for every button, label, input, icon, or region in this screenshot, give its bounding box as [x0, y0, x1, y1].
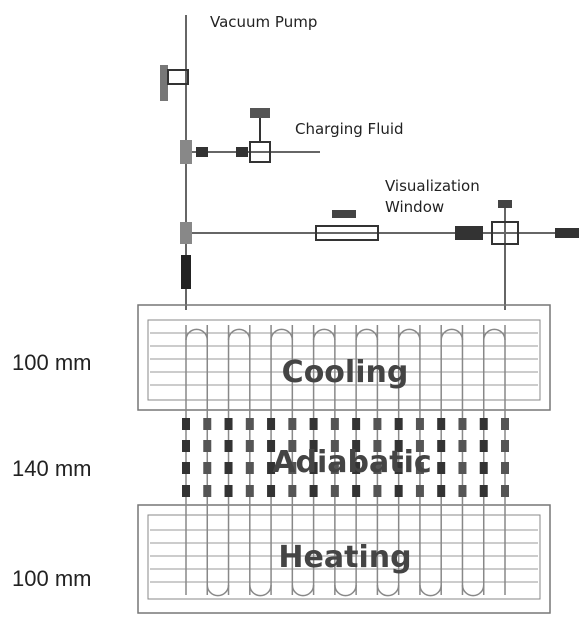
tube-part: [224, 462, 233, 474]
tube-part: [182, 440, 190, 452]
tube-part: [437, 440, 446, 452]
tube-part: [479, 485, 488, 497]
tube-part: [458, 462, 467, 474]
section-label: Adiabatic: [272, 445, 431, 480]
dimension-label: 140 mm: [12, 456, 91, 481]
tube-part: [437, 462, 446, 474]
tube-part: [330, 485, 339, 497]
tube-part: [330, 440, 339, 452]
tube-part: [224, 440, 233, 452]
tube-part: [458, 418, 467, 430]
tube-part: [288, 462, 297, 474]
tube-part: [479, 440, 488, 452]
tube-part: [394, 418, 403, 430]
tube-part: [309, 440, 318, 452]
tube-part: [373, 485, 382, 497]
tube-part: [288, 485, 297, 497]
tube-part: [245, 440, 254, 452]
tube-part: [415, 462, 424, 474]
tube-part: [352, 462, 361, 474]
tube-part: [309, 462, 318, 474]
vacuum-pump-label: Vacuum Pump: [210, 13, 317, 31]
tube-part: [352, 418, 361, 430]
dimension-label: 100 mm: [12, 350, 91, 375]
tube-part: [309, 485, 318, 497]
section-label: Cooling: [282, 355, 409, 390]
tube-part: [415, 418, 424, 430]
tube-part: [501, 418, 509, 430]
tube-part: [394, 462, 403, 474]
section-label: Heating: [278, 540, 411, 575]
tube-part: [437, 418, 446, 430]
tube-part: [415, 440, 424, 452]
heating-block: [137, 504, 551, 614]
tube-part: [479, 418, 488, 430]
tube-part: [203, 462, 212, 474]
tube-part: [352, 485, 361, 497]
piping: [160, 15, 579, 310]
tube-part: [245, 418, 254, 430]
tube-part: [501, 440, 509, 452]
tube-part: [330, 462, 339, 474]
tube-part: [394, 440, 403, 452]
tube-part: [203, 418, 212, 430]
tube-part: [458, 485, 467, 497]
tube-part: [182, 418, 190, 430]
tube-part: [458, 440, 467, 452]
tube-part: [224, 418, 233, 430]
tube-part: [182, 462, 190, 474]
tube-part: [352, 440, 361, 452]
window-label: Window: [385, 198, 444, 216]
tube-part: [437, 485, 446, 497]
tube-part: [203, 485, 212, 497]
tube-part: [501, 485, 509, 497]
cooling-block: [137, 304, 551, 411]
tube-part: [373, 418, 382, 430]
tube-part: [182, 485, 190, 497]
tube-part: [267, 462, 276, 474]
tube-part: [245, 462, 254, 474]
tube-part: [501, 462, 509, 474]
tube-part: [245, 485, 254, 497]
tube-part: [288, 418, 297, 430]
tube-part: [394, 485, 403, 497]
tube-part: [373, 462, 382, 474]
tube-part: [479, 462, 488, 474]
tube-part: [373, 440, 382, 452]
tube-part: [267, 485, 276, 497]
tube-part: [415, 485, 424, 497]
tube-part: [203, 440, 212, 452]
charging-fluid-label: Charging Fluid: [295, 120, 404, 138]
tube-part: [185, 328, 506, 597]
tube-part: [267, 440, 276, 452]
tubes: [150, 325, 538, 597]
visualization-label: Visualization: [385, 177, 480, 195]
tube-part: [288, 440, 297, 452]
tube-part: [267, 418, 276, 430]
tube-part: [224, 485, 233, 497]
tube-part: [330, 418, 339, 430]
tube-part: [309, 418, 318, 430]
dimension-label: 100 mm: [12, 566, 91, 591]
